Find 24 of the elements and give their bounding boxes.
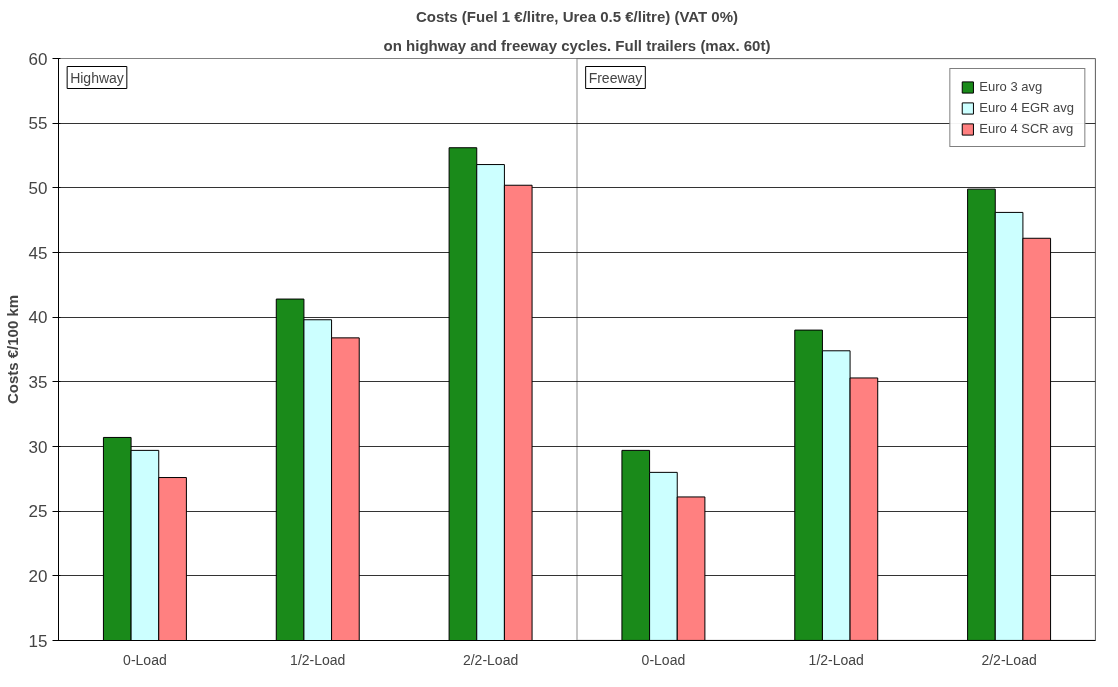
- legend-label: Euro 4 SCR avg: [979, 121, 1074, 136]
- annotation: Highway: [70, 69, 124, 86]
- annotation: Freeway: [588, 69, 643, 86]
- y-tick-label: 30: [28, 437, 48, 457]
- x-tick-label: 2/2-Load: [981, 651, 1037, 668]
- y-tick-label: 35: [28, 372, 48, 392]
- x-tick-label: 2/2-Load: [462, 651, 519, 668]
- y-tick-label: 40: [28, 308, 48, 328]
- y-tick-label: 60: [28, 49, 48, 69]
- y-tick-label: 45: [28, 243, 48, 263]
- x-tick-label: 0-Load: [641, 651, 686, 668]
- x-tick-label: 1/2-Load: [808, 651, 864, 668]
- x-tick-label: 1/2-Load: [290, 651, 346, 668]
- x-tick-label: 0-Load: [123, 651, 167, 668]
- y-tick-label: 15: [28, 631, 48, 651]
- y-tick-label: 55: [28, 114, 48, 134]
- chart-title: Costs (Fuel 1 €/litre, Urea 0.5 €/litre) (VAT 0%): [415, 7, 739, 25]
- y-tick-label: 20: [28, 566, 48, 586]
- y-tick-label: 25: [28, 502, 48, 522]
- legend-label: Euro 4 EGR avg: [979, 100, 1074, 115]
- chart-subtitle: on highway and freeway cycles. Full trailers (max. 60t): [383, 36, 771, 54]
- legend-label: Euro 3 avg: [979, 79, 1043, 94]
- y-tick-label: 50: [28, 178, 48, 198]
- y-axis-title: Costs €/100 km: [3, 294, 21, 405]
